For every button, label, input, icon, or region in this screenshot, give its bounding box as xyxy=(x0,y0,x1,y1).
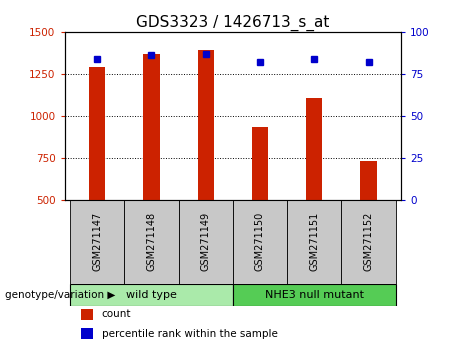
Bar xyxy=(124,200,178,284)
Bar xyxy=(70,284,233,306)
Bar xyxy=(82,328,93,339)
Bar xyxy=(341,200,396,284)
Text: GSM271150: GSM271150 xyxy=(255,212,265,272)
Bar xyxy=(143,54,160,200)
Text: GSM271148: GSM271148 xyxy=(147,212,156,271)
Title: GDS3323 / 1426713_s_at: GDS3323 / 1426713_s_at xyxy=(136,14,330,30)
Bar xyxy=(233,284,396,306)
Bar xyxy=(306,98,322,200)
Text: GSM271147: GSM271147 xyxy=(92,212,102,272)
Bar xyxy=(178,200,233,284)
Bar xyxy=(82,309,93,320)
Text: GSM271149: GSM271149 xyxy=(201,212,211,271)
Bar xyxy=(252,127,268,200)
Text: GSM271151: GSM271151 xyxy=(309,212,319,272)
Bar xyxy=(197,50,214,200)
Bar xyxy=(361,161,377,200)
Text: GSM271152: GSM271152 xyxy=(364,212,373,272)
Bar xyxy=(89,67,105,200)
Text: wild type: wild type xyxy=(126,290,177,300)
Text: count: count xyxy=(101,309,131,319)
Bar xyxy=(287,200,341,284)
Text: genotype/variation ▶: genotype/variation ▶ xyxy=(5,290,115,300)
Bar xyxy=(233,200,287,284)
Text: percentile rank within the sample: percentile rank within the sample xyxy=(101,329,278,339)
Bar xyxy=(70,200,124,284)
Text: NHE3 null mutant: NHE3 null mutant xyxy=(265,290,364,300)
